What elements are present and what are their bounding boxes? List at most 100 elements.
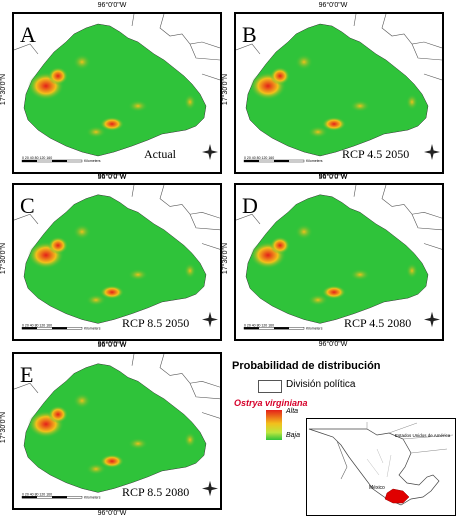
oaxaca-state-shape [23,23,207,157]
scale-bar: 0 20 40 80 120 160 Kilometers [21,323,101,330]
panel-letter: C [20,193,35,218]
left-latitude-label: 17°30'0"N [0,242,8,275]
left-latitude-label: 17°30'0"N [222,73,230,106]
scale-unit: Kilometers [84,326,101,330]
usa-label: Estados Unidos de América [395,433,451,438]
north-arrow-icon [424,144,440,160]
scale-unit: Kilometers [84,495,101,499]
left-latitude-label: 17°30'0"N [222,242,230,275]
oaxaca-distribution-map: 0 20 40 80 120 160 Kilometers [236,185,442,330]
north-arrow-icon [202,311,218,328]
probability-hotspot [184,94,196,110]
scenario-label: Actual [144,147,176,161]
panel-letter: E [20,362,34,387]
left-latitude-label: 17°30'0"N [0,73,8,106]
top-longitude-label: 96°0'0"W [318,173,348,180]
neighbour-boundaries [236,185,442,250]
inset-locator-map: Estados Unidos de América México [306,418,456,516]
panel-letter: B [242,22,257,47]
bottom-longitude-label: 96°0'0"W [97,174,127,181]
scale-ticks: 0 20 40 80 120 160 [244,323,274,327]
map-frame: 0 20 40 80 120 160 Kilometers B RCP 4.5 2… [234,12,444,174]
probability-hotspot [73,392,91,409]
probability-hotspot [128,268,148,281]
map-frame: 0 20 40 80 120 160 Kilometers A Actual [12,12,222,174]
map-frame: 0 20 40 80 120 160 Kilometers E RCP 8.5 2… [12,352,222,510]
scale-ticks: 0 20 40 80 120 160 [22,156,52,160]
probability-hotspot [48,405,68,424]
scale-bar: 0 20 40 80 120 160 Kilometers [243,323,323,330]
mexico-label: México [369,485,385,491]
probability-hotspot [322,285,346,300]
probability-hotspot [270,236,290,255]
probability-hotspot [270,67,290,85]
probability-hotspot [128,437,148,450]
left-latitude-label: 17°30'0"N [0,411,8,444]
neighbour-boundaries [14,354,220,419]
bottom-longitude-label: 96°0'0"W [97,510,127,517]
bottom-longitude-label: 96°0'0"W [318,341,348,348]
probability-hotspot [184,262,196,279]
top-longitude-label: 96°0'0"W [318,2,348,9]
oaxaca-distribution-map: 0 20 40 80 120 160 Kilometers [14,354,220,499]
probability-hotspot [128,100,148,112]
oaxaca-distribution-map: 0 20 40 80 120 160 Kilometers [236,14,442,163]
probability-hotspot [86,126,106,138]
north-arrow-icon [424,311,440,328]
north-arrow-icon [202,480,218,497]
probability-hotspot [86,294,106,306]
neighbour-boundaries [14,185,220,250]
scale-ticks: 0 20 40 80 120 160 [244,156,274,160]
species-name: Ostrya virginiana [234,398,308,408]
probability-hotspot [86,463,106,475]
oaxaca-distribution-map: 0 20 40 80 120 160 Kilometers [14,14,220,163]
mexico-locator-svg: Estados Unidos de América México [308,422,454,506]
bottom-longitude-label: 96°0'0"W [318,174,348,181]
scenario-label: RCP 4.5 2080 [344,316,412,330]
scale-unit: Kilometers [84,159,101,163]
probability-hotspot [308,126,328,138]
neighbour-boundaries [236,14,442,81]
neighbour-boundaries [14,14,220,81]
probability-hotspot [73,223,91,240]
panel-letter: A [20,22,36,47]
probability-hotspot [350,268,370,281]
probability-hotspot [100,454,124,469]
scale-unit: Kilometers [306,159,323,163]
bottom-longitude-label: 96°0'0"W [97,341,127,348]
boundary-swatch [258,380,282,393]
probability-hotspot [295,223,313,240]
scale-bar: 0 20 40 80 120 160 Kilometers [21,156,101,163]
scale-bar: 0 20 40 80 120 160 Kilometers [243,156,323,163]
scenario-label: RCP 4.5 2050 [342,147,410,161]
probability-hotspot [48,236,68,255]
boundary-label: División política [286,379,356,390]
panel-letter: D [242,193,258,218]
probability-gradient [266,410,282,440]
probability-hotspot [184,431,196,448]
probability-hotspot [100,285,124,300]
oaxaca-state-shape [23,363,207,493]
probability-hotspot [48,67,68,85]
scale-bar: 0 20 40 80 120 160 Kilometers [21,492,101,499]
top-longitude-label: 96°0'0"W [97,342,127,349]
scale-ticks: 0 20 40 80 120 160 [22,492,52,496]
top-longitude-label: 96°0'0"W [97,2,127,9]
oaxaca-state-shape [245,194,429,324]
probability-hotspot [308,294,328,306]
scale-ticks: 0 20 40 80 120 160 [22,323,52,327]
scenario-label: RCP 8.5 2080 [122,485,190,499]
oaxaca-state-shape [245,23,429,157]
north-arrow-icon [202,144,218,160]
low-label: Baja [286,432,301,439]
probability-hotspot [322,117,346,131]
scale-unit: Kilometers [306,326,323,330]
high-label: Alta [286,408,299,415]
probability-hotspot [73,54,91,70]
legend-title: Probabilidad de distribución [232,360,381,372]
probability-hotspot [350,100,370,112]
probability-hotspot [100,117,124,131]
top-longitude-label: 96°0'0"W [97,173,127,180]
probability-hotspot [295,54,313,70]
oaxaca-distribution-map: 0 20 40 80 120 160 Kilometers [14,185,220,330]
